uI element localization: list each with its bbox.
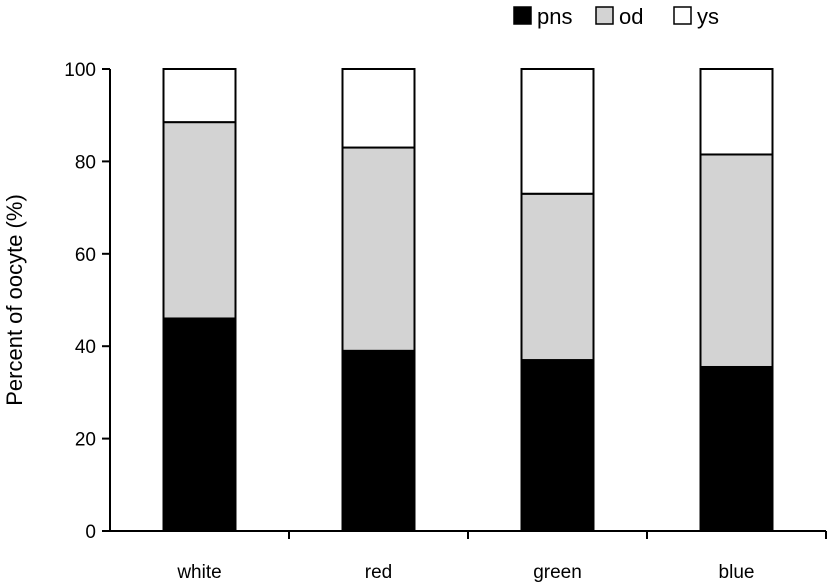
y-tick-label: 80 xyxy=(75,152,96,173)
bar-ys-red xyxy=(341,68,416,149)
axes xyxy=(109,69,826,532)
legend-label-od: od xyxy=(619,4,643,29)
y-tick-label: 0 xyxy=(85,522,96,543)
x-tick-label: white xyxy=(176,562,221,583)
bar-pns-green xyxy=(520,359,595,532)
bar-ys-green xyxy=(520,68,595,195)
y-axis-label: Percent of oocyte (%) xyxy=(2,194,27,406)
bar-od-white xyxy=(162,121,237,320)
y-tick-label: 20 xyxy=(75,430,96,451)
bar-od-red xyxy=(341,146,416,352)
bar-od-blue xyxy=(699,153,774,368)
y-tick-label: 60 xyxy=(75,245,96,266)
y-tick-label: 40 xyxy=(75,337,96,358)
bar-ys-blue xyxy=(699,68,774,156)
x-tick-label: red xyxy=(365,562,392,583)
legend-label-ys: ys xyxy=(697,4,719,29)
legend-swatch-ys xyxy=(673,6,692,25)
bars xyxy=(162,68,774,533)
x-tick-label: blue xyxy=(719,562,755,583)
legend: pns od ys xyxy=(513,4,719,29)
legend-swatch-pns xyxy=(513,6,532,25)
legend-label-pns: pns xyxy=(537,4,572,29)
x-axis-ticks: white red green blue xyxy=(176,531,827,583)
bar-od-green xyxy=(520,192,595,362)
y-tick-label: 100 xyxy=(64,60,96,81)
bar-pns-blue xyxy=(699,365,774,532)
x-tick-label: green xyxy=(533,562,582,583)
bar-pns-red xyxy=(341,349,416,532)
bar-ys-white xyxy=(162,68,237,124)
legend-swatch-od xyxy=(595,6,614,25)
bar-pns-white xyxy=(162,317,237,533)
y-axis-ticks: 0 20 40 60 80 100 xyxy=(64,60,110,543)
